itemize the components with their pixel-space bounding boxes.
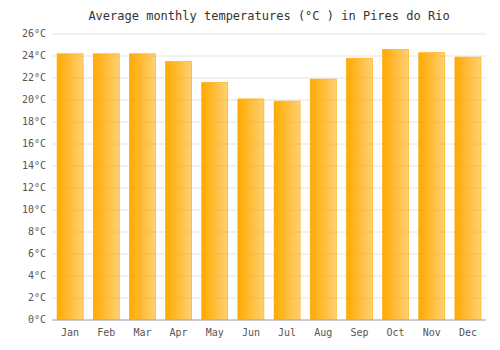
y-tick-label: 20°C: [22, 94, 46, 105]
y-tick-label: 24°C: [22, 50, 46, 61]
bar: [238, 99, 264, 320]
bar: [455, 57, 481, 320]
bar: [202, 82, 228, 320]
x-tick-label: Feb: [97, 327, 115, 338]
y-tick-label: 10°C: [22, 204, 46, 215]
y-tick-label: 8°C: [28, 226, 46, 237]
bar: [93, 54, 119, 320]
y-tick-label: 0°C: [28, 314, 46, 325]
x-tick-label: Jun: [242, 327, 260, 338]
bar: [274, 101, 300, 320]
chart-container: 0°C 2°C 4°C 6°C 8°C 10°C 12°C 14°C 16°C 18°C 20°C 2…: [0, 0, 500, 350]
x-tick-label: Mar: [133, 327, 151, 338]
x-tick-label: Jan: [61, 327, 79, 338]
bar: [346, 58, 372, 320]
y-tick-label: 22°C: [22, 72, 46, 83]
y-tick-label: 2°C: [28, 292, 46, 303]
x-tick-label: Jul: [278, 327, 296, 338]
x-axis-line: [52, 320, 486, 321]
bar: [419, 53, 445, 320]
x-tick-label: Nov: [423, 327, 441, 338]
x-axis: Jan Feb Mar Apr May Jun Jul Aug Sep Oct Nov Dec: [52, 320, 486, 338]
bar: [310, 79, 336, 320]
grid-line: [52, 34, 486, 35]
x-tick-label: Aug: [314, 327, 332, 338]
y-tick-label: 14°C: [22, 160, 46, 171]
y-tick-label: 18°C: [22, 116, 46, 127]
bar: [166, 62, 192, 321]
y-tick-label: 12°C: [22, 182, 46, 193]
x-tick-label: May: [206, 327, 224, 338]
x-tick-label: Sep: [350, 327, 368, 338]
y-tick-label: 26°C: [22, 28, 46, 39]
x-tick-label: Dec: [459, 327, 477, 338]
chart: 0°C 2°C 4°C 6°C 8°C 10°C 12°C 14°C 16°C 18°C 20°C 2…: [0, 0, 500, 350]
title: Average monthly temperatures (°C ) in Pi…: [88, 9, 449, 23]
y-tick-label: 4°C: [28, 270, 46, 281]
bars: [57, 49, 481, 320]
y-tick-label: 16°C: [22, 138, 46, 149]
bar: [129, 54, 155, 320]
x-tick-label: Apr: [170, 327, 188, 338]
grid-line: [52, 320, 486, 321]
grid: [52, 34, 486, 320]
bar: [383, 49, 409, 320]
y-tick-label: 6°C: [28, 248, 46, 259]
bar: [57, 54, 83, 320]
x-tick-label: Oct: [387, 327, 405, 338]
y-axis: 0°C 2°C 4°C 6°C 8°C 10°C 12°C 14°C 16°C 18°C 20°C 2…: [22, 28, 46, 325]
